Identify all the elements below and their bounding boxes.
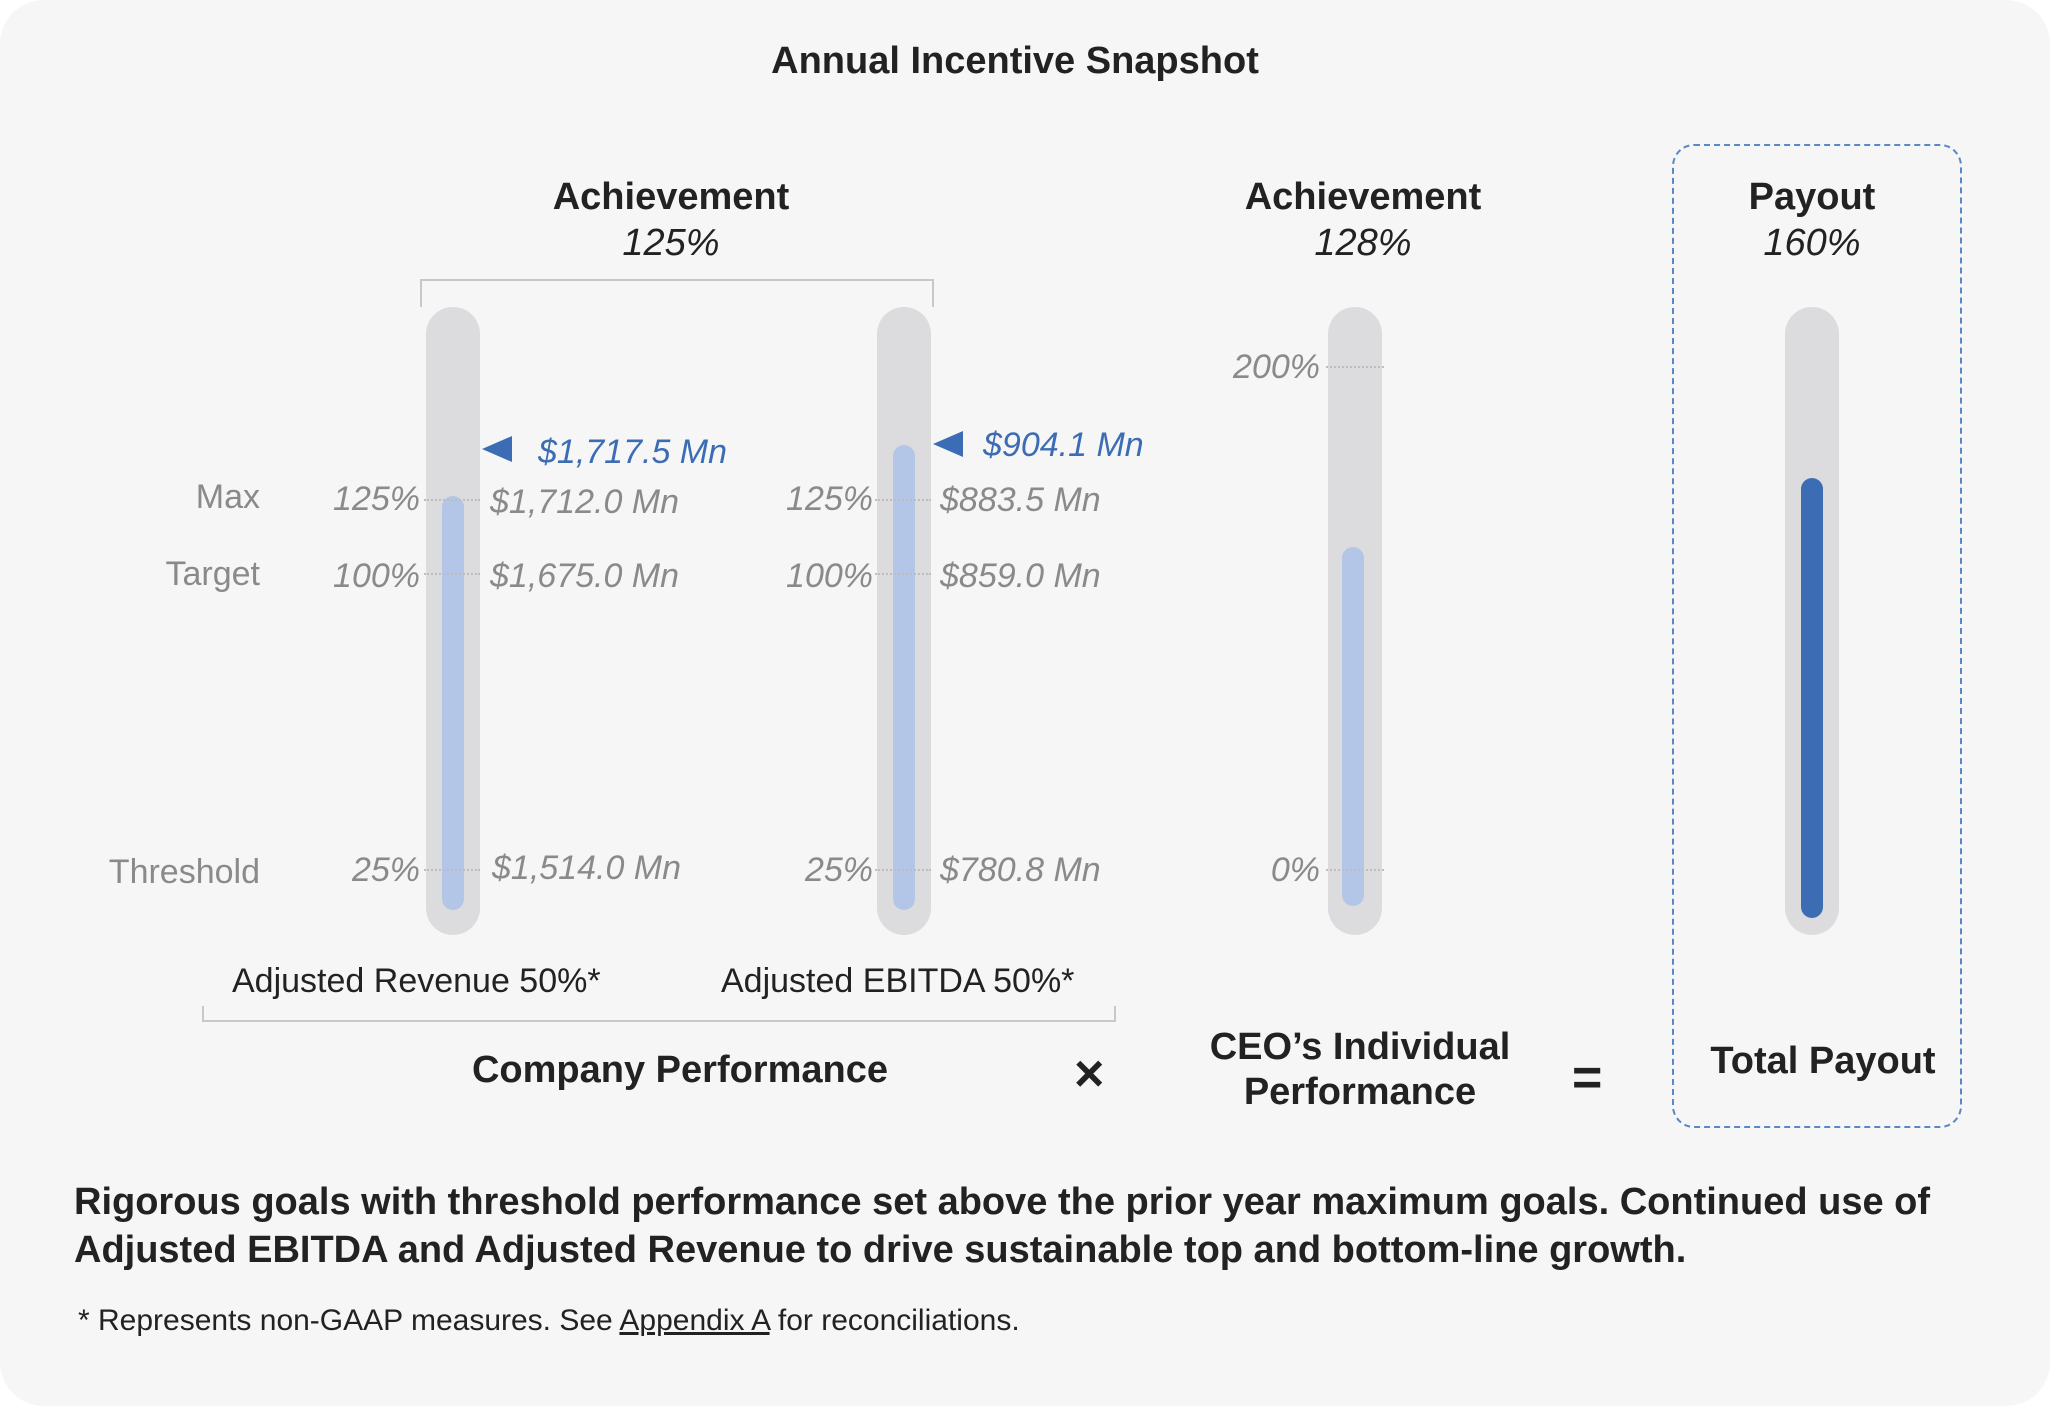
total-payout-label: Total Payout (1710, 1040, 1936, 1082)
level-threshold-label: Threshold (108, 853, 260, 891)
individual-axis-min: 0% (1270, 851, 1320, 889)
company-achievement-bracket (420, 279, 934, 307)
payout-fill (1801, 478, 1823, 918)
individual-axis-max: 200% (1233, 348, 1320, 386)
ebitda-max-tick (875, 499, 931, 501)
revenue-threshold-pct: 25% (351, 851, 420, 889)
level-target-label: Target (165, 555, 261, 593)
ebitda-metric-label: Adjusted EBITDA 50%* (721, 962, 1075, 1000)
ebitda-threshold-pct: 25% (804, 851, 873, 889)
ebitda-actual-value: $904.1 Mn (983, 426, 1144, 464)
revenue-metric-label: Adjusted Revenue 50%* (232, 962, 601, 1000)
footnote: * Represents non-GAAP measures. See Appe… (78, 1304, 1020, 1338)
revenue-actual-marker-icon (482, 436, 512, 462)
revenue-max-value: $1,712.0 Mn (490, 483, 680, 521)
equals-operator: = (1572, 1049, 1603, 1107)
ebitda-max-value: $883.5 Mn (940, 481, 1101, 519)
company-achievement-label: Achievement (552, 176, 790, 218)
page-title: Annual Incentive Snapshot (771, 40, 1259, 82)
appendix-link[interactable]: Appendix A (619, 1304, 770, 1337)
revenue-threshold-tick (424, 869, 480, 871)
individual-label-line1: CEO’s Individual (1209, 1026, 1511, 1068)
individual-max-tick (1326, 366, 1384, 368)
revenue-target-pct: 100% (333, 557, 420, 595)
multiply-operator: × (1074, 1045, 1105, 1103)
ebitda-threshold-tick (875, 869, 931, 871)
payout-label: Payout (1748, 176, 1876, 218)
revenue-max-pct: 125% (333, 480, 420, 518)
level-max-label: Max (195, 478, 260, 516)
revenue-fill (442, 496, 464, 910)
company-performance-label: Company Performance (471, 1049, 888, 1091)
company-achievement-value: 125% (622, 222, 720, 264)
ebitda-threshold-value: $780.8 Mn (940, 851, 1101, 889)
footnote-prefix: * Represents non-GAAP measures. See (78, 1304, 620, 1337)
payout-box (1672, 144, 1962, 1128)
footnote-suffix: for reconciliations. (769, 1304, 1020, 1337)
ebitda-max-pct: 125% (786, 480, 873, 518)
payout-value: 160% (1763, 222, 1861, 264)
individual-achievement-label: Achievement (1244, 176, 1482, 218)
revenue-actual-value: $1,717.5 Mn (538, 433, 728, 471)
revenue-target-value: $1,675.0 Mn (490, 557, 680, 595)
individual-achievement-value: 128% (1314, 222, 1412, 264)
revenue-target-tick (424, 573, 480, 575)
ebitda-actual-marker-icon (933, 431, 963, 457)
ebitda-fill (893, 445, 915, 910)
revenue-threshold-value: $1,514.0 Mn (492, 849, 682, 887)
revenue-max-tick (424, 499, 480, 501)
individual-fill (1342, 547, 1364, 906)
summary-text: Rigorous goals with threshold performanc… (74, 1181, 1931, 1271)
company-performance-bracket (202, 1006, 1116, 1022)
individual-min-tick (1326, 869, 1384, 871)
ebitda-target-tick (875, 573, 931, 575)
ebitda-target-value: $859.0 Mn (940, 557, 1101, 595)
ebitda-target-pct: 100% (786, 557, 873, 595)
individual-label-line2: Performance (1243, 1071, 1477, 1113)
